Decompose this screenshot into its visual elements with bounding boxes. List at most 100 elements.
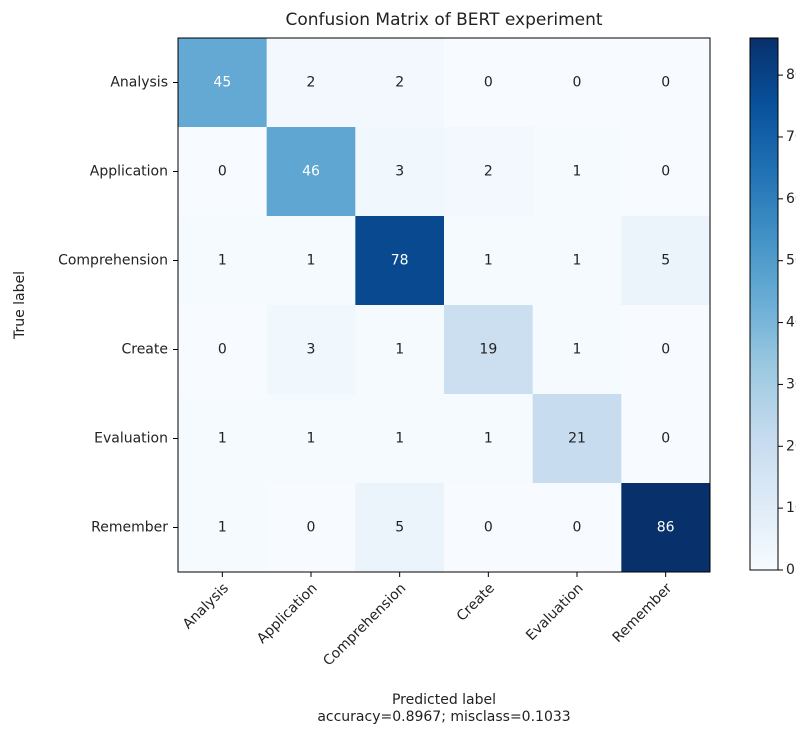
cell-label: 78 — [391, 253, 409, 269]
cell-label: 5 — [395, 520, 404, 536]
cell — [178, 216, 268, 306]
cell — [355, 216, 445, 306]
cell-label: 21 — [568, 431, 586, 447]
y-tick-label: Remember — [91, 520, 168, 536]
colorbar-tick-label: 20 — [786, 438, 796, 454]
y-tick-label: Create — [121, 342, 168, 358]
cell-label: 2 — [484, 164, 493, 180]
cell — [266, 483, 356, 573]
cell — [532, 483, 622, 573]
colorbar-tick-label: 30 — [786, 376, 796, 392]
cell-label: 0 — [661, 431, 670, 447]
cell-label: 1 — [573, 342, 582, 358]
cell — [444, 38, 534, 128]
cell-label: 1 — [484, 431, 493, 447]
cell-label: 1 — [573, 253, 582, 269]
x-tick-label: Remember — [610, 580, 676, 646]
cell-label: 0 — [307, 520, 316, 536]
cell-label: 0 — [484, 75, 493, 91]
y-tick-label: Application — [90, 164, 168, 180]
cell — [621, 38, 711, 128]
cell-label: 2 — [395, 75, 404, 91]
cell — [444, 394, 534, 484]
cell-label: 1 — [307, 431, 316, 447]
cell — [178, 305, 268, 395]
cell-label: 1 — [218, 520, 227, 536]
x-tick-label: Create — [454, 580, 498, 624]
cell-label: 1 — [395, 431, 404, 447]
cell-label: 0 — [573, 520, 582, 536]
colorbar-tick-label: 60 — [786, 191, 796, 207]
chart-title: Confusion Matrix of BERT experiment — [285, 10, 602, 30]
x-tick-label: Application — [254, 580, 321, 647]
cell-label: 0 — [661, 342, 670, 358]
cell-label: 1 — [484, 253, 493, 269]
cell — [355, 38, 445, 128]
cell — [621, 216, 711, 306]
x-tick-label: Evaluation — [523, 580, 587, 644]
cell — [532, 38, 622, 128]
x-axis-label: Predicted label — [392, 692, 496, 708]
x-tick-label: Analysis — [180, 580, 232, 632]
cell-label: 5 — [661, 253, 670, 269]
cell-label: 46 — [302, 164, 320, 180]
cell — [444, 305, 534, 395]
cell-label: 1 — [573, 164, 582, 180]
annotation: accuracy=0.8967; misclass=0.1033 — [317, 709, 570, 725]
x-tick-label: Comprehension — [320, 580, 409, 669]
cell — [444, 483, 534, 573]
cell — [178, 483, 268, 573]
y-tick-label: Analysis — [110, 75, 168, 91]
cell-label: 45 — [213, 75, 231, 91]
colorbar-tick-label: 50 — [786, 253, 796, 269]
cell — [621, 127, 711, 217]
cell-label: 3 — [307, 342, 316, 358]
cell — [355, 483, 445, 573]
colorbar-tick-label: 70 — [786, 129, 796, 145]
cell — [266, 216, 356, 306]
cell-label: 0 — [573, 75, 582, 91]
cell-label: 0 — [661, 164, 670, 180]
cell — [178, 394, 268, 484]
cell — [444, 127, 534, 217]
cell-label: 2 — [307, 75, 316, 91]
cell — [532, 305, 622, 395]
cell — [266, 38, 356, 128]
cell — [355, 394, 445, 484]
y-tick-label: Comprehension — [58, 253, 168, 269]
cell — [532, 127, 622, 217]
cell — [532, 216, 622, 306]
cell — [178, 38, 268, 128]
cell-label: 3 — [395, 164, 404, 180]
cell-label: 1 — [307, 253, 316, 269]
cell — [355, 305, 445, 395]
y-axis-label: True label — [12, 271, 28, 340]
colorbar — [749, 37, 779, 571]
cell — [266, 127, 356, 217]
colorbar-tick-label: 10 — [786, 500, 796, 516]
cell-label: 1 — [218, 431, 227, 447]
y-tick-label: Evaluation — [94, 431, 168, 447]
cell-label: 1 — [395, 342, 404, 358]
cell-label: 19 — [479, 342, 497, 358]
cell — [621, 394, 711, 484]
cell-label: 0 — [661, 75, 670, 91]
cell — [532, 394, 622, 484]
cell-label: 1 — [218, 253, 227, 269]
cell — [178, 127, 268, 217]
colorbar-tick-label: 0 — [786, 562, 795, 578]
cell — [266, 305, 356, 395]
cell — [355, 127, 445, 217]
cell — [444, 216, 534, 306]
cell — [621, 483, 711, 573]
cell-label: 0 — [218, 164, 227, 180]
cell — [266, 394, 356, 484]
colorbar-tick-label: 80 — [786, 67, 796, 83]
cell-label: 0 — [484, 520, 493, 536]
cell — [621, 305, 711, 395]
colorbar-tick-label: 40 — [786, 315, 796, 331]
plot-frame — [177, 37, 711, 573]
cell-label: 0 — [218, 342, 227, 358]
cell-label: 86 — [657, 520, 675, 536]
